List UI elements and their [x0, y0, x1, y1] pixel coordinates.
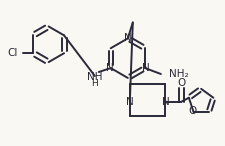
Text: N: N — [105, 63, 113, 73]
Text: N: N — [142, 63, 149, 73]
Text: NH₂: NH₂ — [168, 69, 188, 79]
Text: N: N — [161, 97, 169, 107]
Text: NH: NH — [87, 72, 102, 82]
Text: Cl: Cl — [7, 48, 17, 58]
Text: O: O — [188, 106, 196, 116]
Text: N: N — [124, 33, 131, 43]
Text: O: O — [176, 78, 185, 88]
Text: H: H — [91, 79, 98, 88]
Text: N: N — [125, 97, 133, 107]
